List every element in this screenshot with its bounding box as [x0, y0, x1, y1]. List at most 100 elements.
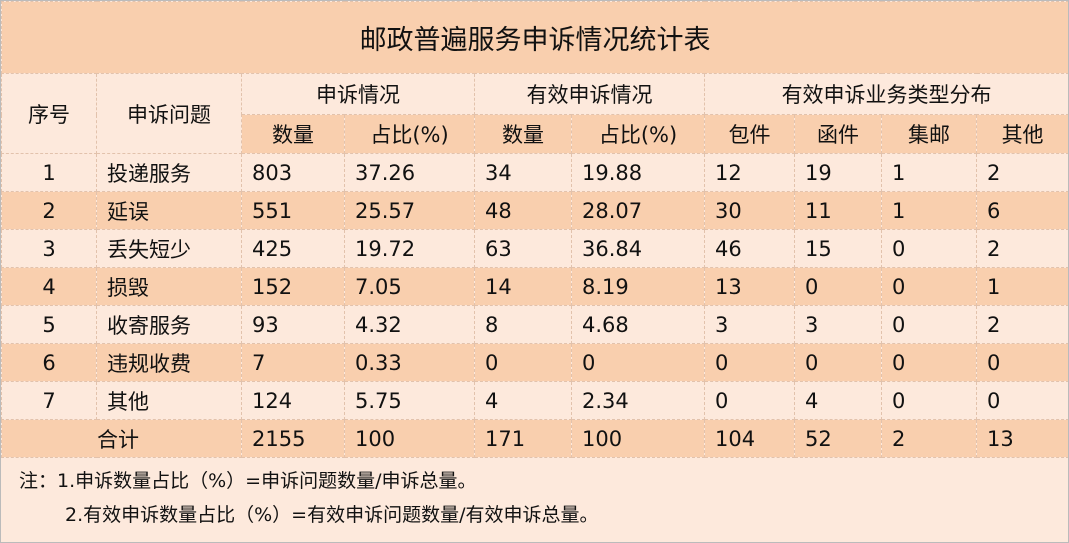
total-cell: 合计 — [1, 419, 242, 458]
header-business-types: 有效申诉业务类型分布 — [703, 73, 1068, 115]
table-row: 2 延误 551 25.57 48 28.07 30 11 1 6 — [1, 191, 1068, 230]
table-cell: 7.05 — [344, 267, 475, 306]
table-cell: 投递服务 — [96, 153, 242, 192]
table-cell: 1 — [975, 267, 1068, 306]
table-row: 4 损毁 152 7.05 14 8.19 13 0 0 1 — [1, 267, 1068, 306]
table-row: 3 丢失短少 425 19.72 63 36.84 46 15 0 2 — [1, 229, 1068, 268]
table-cell: 2 — [975, 153, 1068, 192]
subheader: 其他 — [975, 114, 1068, 154]
table-cell: 4.32 — [344, 305, 475, 344]
table-cell: 违规收费 — [96, 343, 242, 382]
total-cell: 171 — [474, 419, 572, 458]
table-cell: 14 — [474, 267, 572, 306]
subheader: 集邮 — [881, 114, 977, 154]
table-cell: 1 — [881, 191, 977, 230]
subheader: 函件 — [794, 114, 882, 154]
table-cell: 8 — [474, 305, 572, 344]
table-cell: 0 — [474, 343, 572, 382]
table-cell: 0 — [881, 343, 977, 382]
table-cell: 4 — [474, 381, 572, 420]
table-cell: 6 — [975, 191, 1068, 230]
table-cell: 28.07 — [571, 191, 705, 230]
table-cell: 19.88 — [571, 153, 705, 192]
header-valid-complaints: 有效申诉情况 — [474, 73, 705, 115]
table-cell: 8.19 — [571, 267, 705, 306]
table-row: 6 违规收费 7 0.33 0 0 0 0 0 0 — [1, 343, 1068, 382]
table-cell: 37.26 — [344, 153, 475, 192]
table-cell: 0.33 — [344, 343, 475, 382]
header-no: 序号 — [1, 73, 97, 154]
table-cell: 0 — [704, 343, 795, 382]
table-cell: 15 — [794, 229, 882, 268]
table-title: 邮政普遍服务申诉情况统计表 — [1, 1, 1068, 74]
table-cell: 3 — [794, 305, 882, 344]
table-cell: 7 — [241, 343, 345, 382]
table-cell: 4 — [1, 267, 97, 306]
table-cell: 5 — [1, 305, 97, 344]
total-cell: 100 — [344, 419, 475, 458]
subheader: 数量 — [474, 114, 572, 154]
table-cell: 其他 — [96, 381, 242, 420]
table-cell: 2 — [975, 229, 1068, 268]
table-cell: 2 — [975, 305, 1068, 344]
table-cell: 0 — [794, 267, 882, 306]
header-issue: 申诉问题 — [96, 73, 242, 154]
total-cell: 13 — [975, 419, 1068, 458]
header-complaints: 申诉情况 — [241, 73, 475, 115]
table-cell: 803 — [241, 153, 345, 192]
table-cell: 1 — [881, 153, 977, 192]
note-1: 注：1.申诉数量占比（%）=申诉问题数量/申诉总量。 — [19, 470, 477, 492]
table-cell: 收寄服务 — [96, 305, 242, 344]
total-cell: 52 — [794, 419, 882, 458]
table-cell: 损毁 — [96, 267, 242, 306]
table-cell: 0 — [881, 229, 977, 268]
table-cell: 6 — [1, 343, 97, 382]
table-cell: 4 — [794, 381, 882, 420]
table-cell: 93 — [241, 305, 345, 344]
table-cell: 46 — [704, 229, 795, 268]
total-cell: 2155 — [241, 419, 345, 458]
table-row: 1 投递服务 803 37.26 34 19.88 12 19 1 2 — [1, 153, 1068, 192]
total-cell: 2 — [881, 419, 977, 458]
table-cell: 丢失短少 — [96, 229, 242, 268]
table-cell: 19.72 — [344, 229, 475, 268]
table-cell: 48 — [474, 191, 572, 230]
subheader: 数量 — [241, 114, 345, 154]
table-cell: 3 — [1, 229, 97, 268]
total-cell: 100 — [571, 419, 705, 458]
table-cell: 0 — [571, 343, 705, 382]
subheader: 占比(%) — [571, 114, 705, 154]
total-row: 合计 2155 100 171 100 104 52 2 13 — [1, 419, 1068, 458]
table-cell: 11 — [794, 191, 882, 230]
subheader: 占比(%) — [344, 114, 475, 154]
table-cell: 30 — [704, 191, 795, 230]
table-cell: 425 — [241, 229, 345, 268]
table-cell: 3 — [704, 305, 795, 344]
complaint-table: 邮政普遍服务申诉情况统计表 序号 申诉问题 申诉情况 有效申诉情况 有效申诉业务… — [1, 1, 1068, 458]
table-cell: 延误 — [96, 191, 242, 230]
table-cell: 19 — [794, 153, 882, 192]
table-cell: 0 — [881, 267, 977, 306]
table-cell: 2.34 — [571, 381, 705, 420]
note-2: 2.有效申诉数量占比（%）=有效申诉问题数量/有效申诉总量。 — [65, 504, 599, 526]
table-cell: 12 — [704, 153, 795, 192]
table-cell: 13 — [704, 267, 795, 306]
table-row: 5 收寄服务 93 4.32 8 4.68 3 3 0 2 — [1, 305, 1068, 344]
table-cell: 551 — [241, 191, 345, 230]
table-cell: 25.57 — [344, 191, 475, 230]
notes: 注：1.申诉数量占比（%）=申诉问题数量/申诉总量。 2.有效申诉数量占比（%）… — [1, 458, 1068, 532]
table-cell: 1 — [1, 153, 97, 192]
table-cell: 4.68 — [571, 305, 705, 344]
total-cell: 104 — [704, 419, 795, 458]
table-cell: 34 — [474, 153, 572, 192]
table-cell: 0 — [975, 381, 1068, 420]
table-row: 7 其他 124 5.75 4 2.34 0 4 0 0 — [1, 381, 1068, 420]
table-cell: 0 — [794, 343, 882, 382]
table-cell: 0 — [704, 381, 795, 420]
table-cell: 124 — [241, 381, 345, 420]
table-cell: 7 — [1, 381, 97, 420]
table-cell: 0 — [975, 343, 1068, 382]
table-cell: 2 — [1, 191, 97, 230]
subheader: 包件 — [704, 114, 795, 154]
